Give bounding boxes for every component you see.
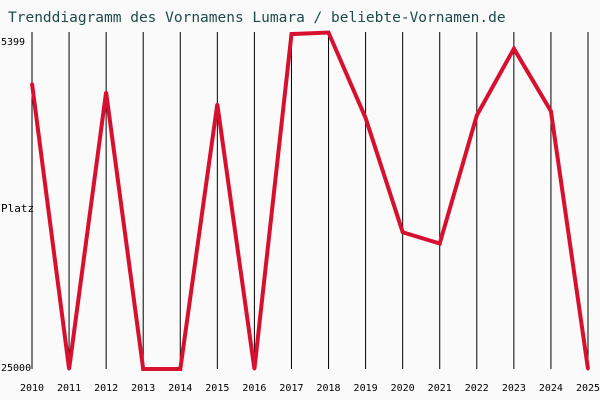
x-tick-label-2017: 2017 <box>279 383 303 394</box>
data-point-2024 <box>549 109 553 113</box>
series-line <box>30 30 590 371</box>
x-tick-label-2025: 2025 <box>576 383 600 394</box>
x-tick-label-2015: 2015 <box>205 383 229 394</box>
data-point-2019 <box>364 116 368 120</box>
data-point-2016 <box>252 367 256 371</box>
y-axis-label: Platz <box>1 202 34 215</box>
data-point-2021 <box>438 241 442 245</box>
x-tick-label-2018: 2018 <box>316 383 340 394</box>
data-point-2020 <box>401 230 405 234</box>
grid-layer <box>31 32 589 369</box>
chart-title: Trenddiagramm des Vornamens Lumara / bel… <box>8 10 506 26</box>
axis-layer: 2010 2011 2012 2013 2014 2015 2016 2017 2018 2019… <box>1 37 600 394</box>
data-point-2023 <box>512 47 516 51</box>
data-point-2014 <box>178 367 182 371</box>
data-point-2011 <box>67 367 71 371</box>
x-tick-label-2013: 2013 <box>131 383 155 394</box>
x-tick-label-2020: 2020 <box>391 383 415 394</box>
data-point-2013 <box>141 367 145 371</box>
x-tick-label-2024: 2024 <box>539 383 563 394</box>
x-tick-label-2021: 2021 <box>428 383 452 394</box>
y-tick-label-top: 5399 <box>1 37 25 48</box>
x-tick-label-2010: 2010 <box>20 383 44 394</box>
x-tick-label-2023: 2023 <box>502 383 526 394</box>
data-point-2015 <box>215 102 219 106</box>
data-point-2022 <box>475 113 479 117</box>
x-tick-label-2011: 2011 <box>57 383 81 394</box>
y-tick-label-bottom: 25000 <box>1 363 31 374</box>
x-tick-label-2019: 2019 <box>354 383 378 394</box>
data-point-2017 <box>289 32 293 36</box>
x-tick-label-2022: 2022 <box>465 383 489 394</box>
data-point-2018 <box>327 31 331 35</box>
data-point-2012 <box>104 90 108 94</box>
data-point-2010 <box>30 82 34 86</box>
x-tick-label-2012: 2012 <box>94 383 118 394</box>
series-layer <box>30 30 590 371</box>
x-tick-label-2016: 2016 <box>242 383 266 394</box>
x-tick-label-2014: 2014 <box>168 383 192 394</box>
data-point-2025 <box>586 367 590 371</box>
